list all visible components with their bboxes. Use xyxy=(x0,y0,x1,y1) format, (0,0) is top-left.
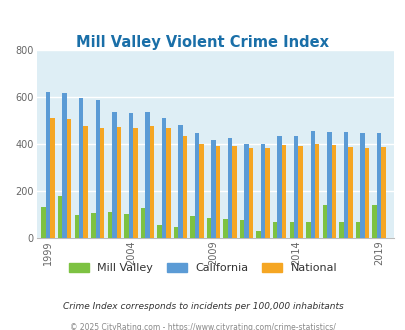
Legend: Mill Valley, California, National: Mill Valley, California, National xyxy=(68,263,337,273)
Bar xyxy=(95,100,100,238)
Bar xyxy=(347,147,352,238)
Bar xyxy=(100,128,104,238)
Bar xyxy=(281,145,286,238)
Bar xyxy=(124,214,128,238)
Bar xyxy=(272,222,277,238)
Bar xyxy=(166,128,170,238)
Bar xyxy=(211,140,215,238)
Bar xyxy=(310,131,314,238)
Bar xyxy=(58,196,62,238)
Bar xyxy=(206,217,211,238)
Bar xyxy=(145,112,149,238)
Bar xyxy=(322,205,326,238)
Text: © 2025 CityRating.com - https://www.cityrating.com/crime-statistics/: © 2025 CityRating.com - https://www.city… xyxy=(70,323,335,330)
Bar xyxy=(223,219,227,238)
Bar xyxy=(199,144,203,238)
Bar xyxy=(75,215,79,238)
Bar xyxy=(79,98,83,238)
Bar xyxy=(244,144,248,238)
Text: Crime Index corresponds to incidents per 100,000 inhabitants: Crime Index corresponds to incidents per… xyxy=(62,302,343,311)
Bar xyxy=(91,213,95,238)
Bar xyxy=(248,148,253,238)
Bar xyxy=(343,132,347,238)
Bar xyxy=(239,220,244,238)
Bar xyxy=(83,126,88,238)
Bar xyxy=(67,119,71,238)
Bar xyxy=(62,93,67,238)
Bar xyxy=(326,132,331,238)
Bar xyxy=(128,113,133,238)
Bar xyxy=(161,118,166,238)
Bar xyxy=(331,145,335,238)
Bar xyxy=(305,222,310,238)
Bar xyxy=(173,227,178,238)
Bar xyxy=(232,146,236,238)
Bar xyxy=(277,137,281,238)
Bar xyxy=(133,128,137,238)
Bar xyxy=(298,146,302,238)
Bar xyxy=(140,208,145,238)
Bar xyxy=(293,137,298,238)
Bar xyxy=(256,231,260,238)
Bar xyxy=(215,146,220,238)
Bar xyxy=(116,127,121,238)
Bar xyxy=(46,92,50,238)
Bar xyxy=(314,144,319,238)
Text: Mill Valley Violent Crime Index: Mill Valley Violent Crime Index xyxy=(76,35,329,50)
Bar xyxy=(371,205,376,238)
Bar xyxy=(380,147,385,238)
Bar xyxy=(227,138,232,238)
Bar xyxy=(355,222,359,238)
Bar xyxy=(112,112,116,238)
Bar xyxy=(289,222,293,238)
Bar xyxy=(376,133,380,238)
Bar xyxy=(265,148,269,238)
Bar xyxy=(194,133,199,238)
Bar xyxy=(364,148,368,238)
Bar xyxy=(338,222,343,238)
Bar xyxy=(359,133,364,238)
Bar xyxy=(157,225,161,238)
Bar xyxy=(182,137,187,238)
Bar xyxy=(178,125,182,238)
Bar xyxy=(50,118,55,238)
Bar xyxy=(41,207,46,238)
Bar xyxy=(149,126,153,238)
Bar xyxy=(190,216,194,238)
Bar xyxy=(260,144,265,238)
Bar xyxy=(107,212,112,238)
